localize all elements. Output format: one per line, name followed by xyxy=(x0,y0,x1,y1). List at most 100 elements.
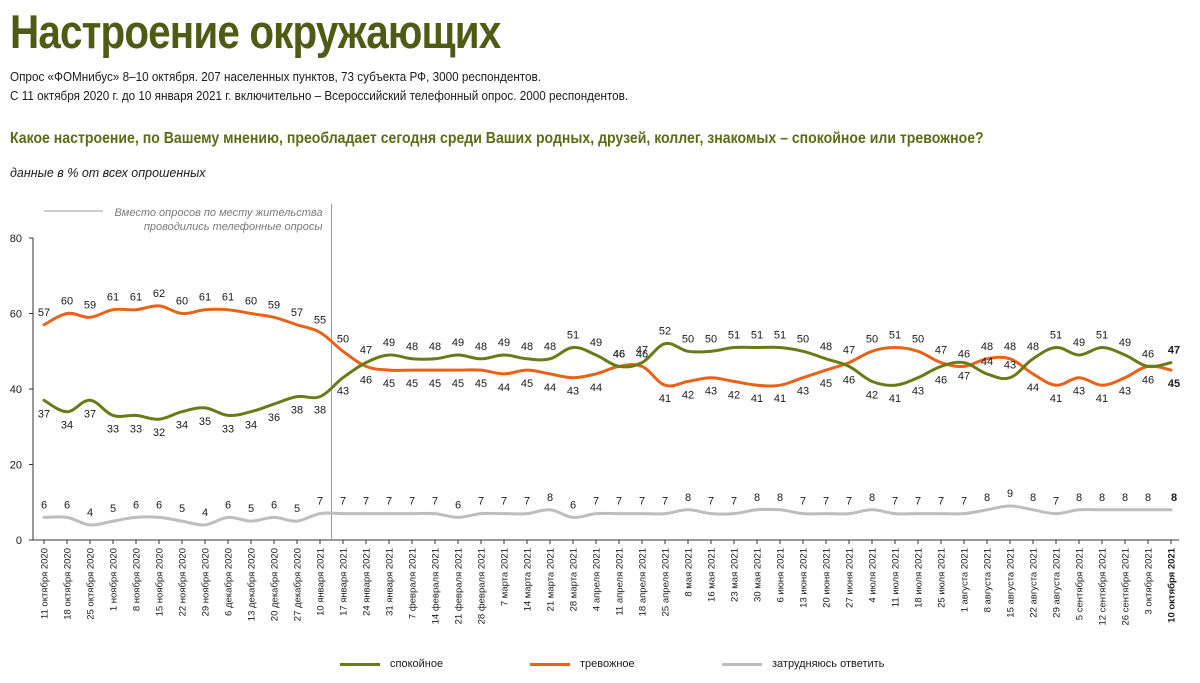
data-label-undecided: 8 xyxy=(1145,492,1151,504)
data-label-undecided: 7 xyxy=(961,496,967,508)
x-tick-label: 16 мая 2021 xyxy=(707,548,718,602)
legend-swatch-calm xyxy=(340,662,380,666)
data-label-calm: 51 xyxy=(774,329,786,341)
data-label-anxious: 62 xyxy=(153,288,165,300)
data-label-anxious: 50 xyxy=(866,333,878,345)
data-label-anxious: 59 xyxy=(84,299,96,311)
data-label-undecided: 4 xyxy=(87,507,93,519)
data-label-anxious: 60 xyxy=(176,296,188,308)
data-label-undecided: 7 xyxy=(616,496,622,508)
data-label-calm: 37 xyxy=(38,408,50,420)
x-tick-label: 1 ноября 2020 xyxy=(109,548,120,611)
x-tick-label: 29 ноября 2020 xyxy=(201,548,212,616)
data-label-undecided: 7 xyxy=(708,496,714,508)
x-tick-label: 11 июля 2021 xyxy=(891,548,902,607)
data-label-anxious: 43 xyxy=(1073,386,1085,398)
data-label-calm: 48 xyxy=(475,341,487,353)
data-label-undecided: 8 xyxy=(777,492,783,504)
data-label-calm: 48 xyxy=(521,341,533,353)
data-label-anxious: 45 xyxy=(383,378,395,390)
data-label-calm: 52 xyxy=(659,326,671,338)
data-label-undecided: 7 xyxy=(639,496,645,508)
data-label-calm: 34 xyxy=(61,420,73,432)
data-label-anxious: 61 xyxy=(130,292,142,304)
series-line-calm xyxy=(42,341,1173,421)
data-label-calm: 34 xyxy=(176,420,188,432)
data-label-anxious: 45 xyxy=(406,378,418,390)
x-tick-label: 15 ноября 2020 xyxy=(155,548,166,616)
annotation-text: Вместо опросов по месту жительства xyxy=(114,207,322,219)
data-label-calm: 50 xyxy=(705,333,717,345)
x-tick-label: 7 февраля 2021 xyxy=(408,548,419,619)
data-label-calm: 48 xyxy=(544,341,556,353)
legend-item-calm: спокойное xyxy=(340,656,443,672)
data-label-undecided: 5 xyxy=(110,503,116,515)
legend-swatch-undecided xyxy=(722,662,762,666)
data-label-anxious: 43 xyxy=(797,386,809,398)
data-label-anxious: 41 xyxy=(659,393,671,405)
x-tick-label: 3 октября 2021 xyxy=(1144,548,1155,615)
legend-label-calm: спокойное xyxy=(390,658,444,670)
x-tick-label: 11 октября 2020 xyxy=(40,548,51,619)
data-label-undecided: 4 xyxy=(202,507,208,519)
data-label-undecided: 8 xyxy=(1122,492,1128,504)
data-label-calm: 41 xyxy=(889,393,901,405)
data-label-undecided: 7 xyxy=(501,496,507,508)
data-label-undecided: 7 xyxy=(409,496,415,508)
x-tick-label: 10 октября 2021 xyxy=(1167,547,1178,623)
x-tick-label: 18 октября 2020 xyxy=(63,548,74,620)
x-tick-label: 25 октября 2020 xyxy=(86,548,97,620)
x-tick-label: 6 декабря 2020 xyxy=(224,548,235,616)
data-label-calm: 47 xyxy=(360,345,372,357)
data-label-anxious: 41 xyxy=(751,393,763,405)
y-tick-label: 20 xyxy=(10,460,22,472)
legend-label-anxious: тревожное xyxy=(580,658,635,670)
x-tick-label: 24 января 2021 xyxy=(362,548,373,616)
data-label-calm: 51 xyxy=(1050,329,1062,341)
x-tick-label: 28 февраля 2021 xyxy=(477,548,488,624)
data-label-calm: 49 xyxy=(1073,337,1085,349)
x-tick-label: 18 июля 2021 xyxy=(914,548,925,608)
data-label-undecided: 7 xyxy=(846,496,852,508)
annotation-text: проводились телефонные опросы xyxy=(144,221,323,233)
data-label-anxious: 61 xyxy=(199,292,211,304)
survey-description: Опрос «ФОМнибус» 8–10 октября. 207 насел… xyxy=(10,69,542,84)
x-tick-label: 11 апреля 2021 xyxy=(615,548,626,616)
data-label-calm: 46 xyxy=(935,374,947,386)
data-label-calm: 32 xyxy=(153,427,165,439)
data-label-undecided: 7 xyxy=(524,496,530,508)
data-label-anxious: 41 xyxy=(1096,393,1108,405)
phone-survey-note: С 11 октября 2020 г. до 10 января 2021 г… xyxy=(10,88,629,103)
data-label-undecided: 6 xyxy=(133,499,139,511)
legend-label-undecided: затрудняюсь ответить xyxy=(772,658,885,670)
data-label-calm: 33 xyxy=(130,423,142,435)
data-label-anxious: 46 xyxy=(360,374,372,386)
data-label-calm: 46 xyxy=(1142,348,1154,360)
data-label-undecided: 8 xyxy=(754,492,760,504)
data-label-anxious: 46 xyxy=(1142,374,1154,386)
x-tick-label: 20 июня 2021 xyxy=(822,548,833,608)
data-label-undecided: 7 xyxy=(800,496,806,508)
data-label-calm: 43 xyxy=(912,386,924,398)
data-label-calm: 50 xyxy=(797,333,809,345)
data-label-calm: 48 xyxy=(429,341,441,353)
data-label-calm: 48 xyxy=(1027,341,1039,353)
data-label-calm: 38 xyxy=(291,405,303,417)
data-label-undecided: 7 xyxy=(478,496,484,508)
x-tick-label: 14 марта 2021 xyxy=(523,548,534,611)
data-label-undecided: 7 xyxy=(340,496,346,508)
data-label-calm: 38 xyxy=(314,405,326,417)
data-label-calm: 42 xyxy=(866,389,878,401)
data-label-calm: 47 xyxy=(636,345,648,357)
data-label-undecided: 7 xyxy=(915,496,921,508)
data-label-undecided: 8 xyxy=(685,492,691,504)
survey-question: Какое настроение, по Вашему мнению, прео… xyxy=(10,130,984,147)
data-label-anxious: 57 xyxy=(38,307,50,319)
x-tick-label: 28 марта 2021 xyxy=(569,548,580,611)
data-label-anxious: 44 xyxy=(1027,382,1039,394)
x-tick-label: 31 января 2021 xyxy=(385,548,396,616)
x-tick-label: 26 сентября 2021 xyxy=(1121,548,1132,626)
x-tick-label: 21 марта 2021 xyxy=(546,548,557,611)
y-tick-label: 0 xyxy=(16,535,22,547)
data-label-undecided: 8 xyxy=(869,492,875,504)
